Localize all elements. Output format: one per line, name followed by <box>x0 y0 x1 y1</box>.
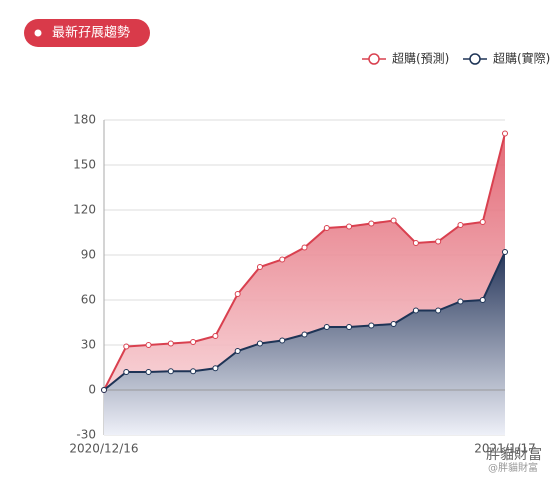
point <box>212 365 219 372</box>
legend-label: 超購(實際) <box>493 51 550 66</box>
point <box>412 240 419 246</box>
point <box>368 220 375 227</box>
point <box>479 219 486 225</box>
y-tick-label: -30 <box>76 428 96 442</box>
watermark: 胖貓財富 <box>486 446 542 463</box>
point <box>123 369 130 375</box>
point <box>301 331 308 338</box>
point <box>145 369 152 375</box>
y-tick-label: 90 <box>81 248 96 262</box>
point <box>479 297 486 303</box>
y-tick-label: 150 <box>73 158 96 172</box>
legend-marker <box>368 53 380 65</box>
point <box>256 264 263 270</box>
point <box>346 324 353 330</box>
point <box>145 342 152 348</box>
point <box>279 337 286 344</box>
point <box>212 333 219 339</box>
point <box>190 368 197 375</box>
point <box>412 307 419 314</box>
point <box>167 368 174 375</box>
point <box>435 238 442 245</box>
point <box>190 339 197 345</box>
point <box>301 244 308 251</box>
point <box>390 321 397 327</box>
point <box>502 249 508 255</box>
badge-dot <box>34 29 42 37</box>
point <box>457 298 464 305</box>
point <box>123 343 130 350</box>
point <box>101 387 107 393</box>
point <box>279 256 286 263</box>
legend-marker <box>469 53 481 65</box>
y-tick-label: 30 <box>81 338 96 352</box>
point <box>435 307 442 314</box>
point <box>323 225 330 231</box>
chart-title: 最新孖展趨勢 <box>52 25 130 41</box>
y-tick-label: 180 <box>73 113 96 127</box>
point <box>457 222 464 228</box>
x-tick-label: 2021/1/17 <box>474 442 536 456</box>
point <box>346 223 353 230</box>
legend-label: 超購(預測) <box>392 51 449 66</box>
point <box>167 340 174 347</box>
title-badge <box>24 19 150 47</box>
point <box>234 291 241 297</box>
point <box>502 130 508 137</box>
y-tick-label: 120 <box>73 203 96 217</box>
point <box>368 322 375 329</box>
point <box>323 324 330 330</box>
point <box>234 348 241 354</box>
watermark: @胖貓財富 <box>488 461 538 474</box>
x-tick-label: 2020/12/16 <box>69 442 138 456</box>
point <box>256 340 263 347</box>
area <box>104 252 505 435</box>
y-tick-label: 60 <box>81 293 96 307</box>
point <box>390 217 397 224</box>
y-tick-label: 0 <box>88 383 96 397</box>
